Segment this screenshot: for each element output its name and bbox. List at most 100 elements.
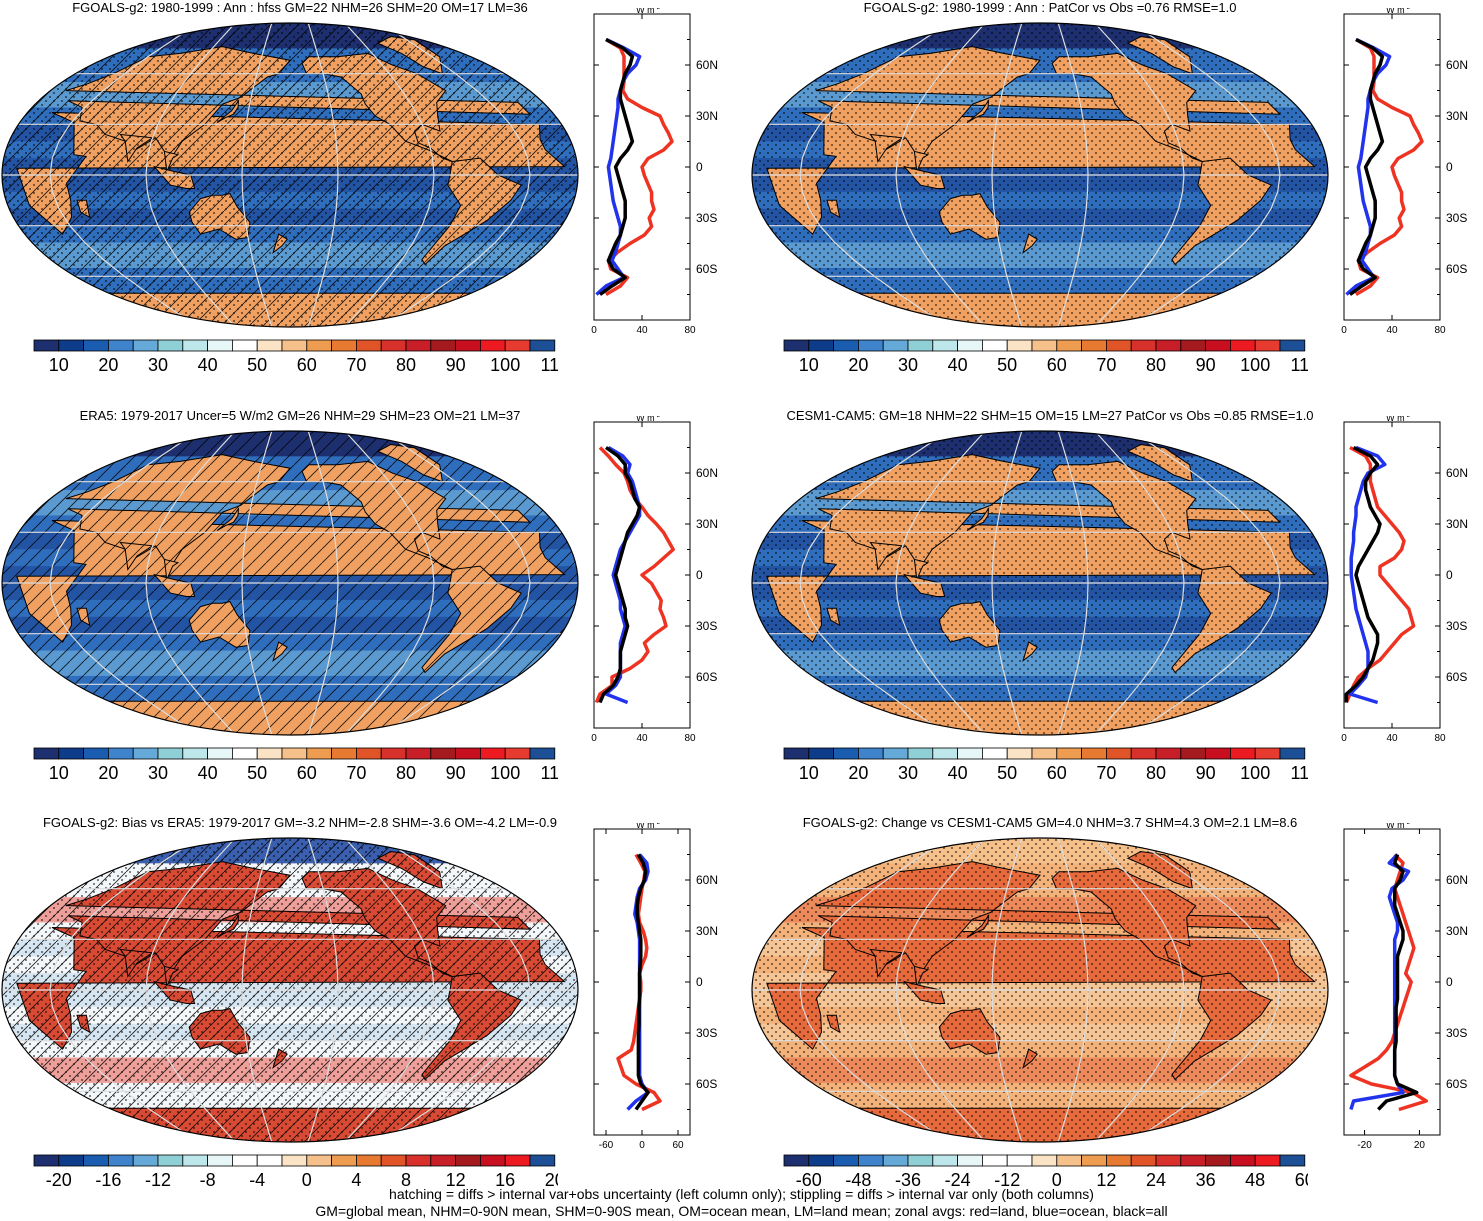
colorbar: -20 -16 -12 -8 -4 0 4 8 12 16 20	[33, 1154, 558, 1190]
zonal-xlabel: 0	[591, 325, 597, 336]
zonal-xlabel: 80	[1434, 733, 1446, 744]
colorbar-box	[331, 747, 357, 760]
zonal-xlabel: 20	[1414, 1140, 1426, 1151]
colorbar-box	[207, 339, 233, 352]
colorbar-box	[157, 747, 184, 760]
colorbar-box	[108, 1154, 134, 1167]
colorbar-label: 30	[148, 763, 168, 783]
colorbar: -60 -48 -36 -24 -12 0 12 24 36 48 60	[783, 1154, 1308, 1190]
colorbar-label: 100	[1240, 763, 1270, 783]
map-plot	[751, 837, 1329, 1143]
colorbar-label: -20	[46, 1170, 72, 1190]
map-border	[1, 430, 579, 736]
colorbar-box	[33, 1154, 60, 1167]
colorbar-box	[132, 1154, 159, 1167]
colorbar-box	[1205, 1154, 1231, 1167]
colorbar-label: 12	[1096, 1170, 1116, 1190]
map-plot	[1, 837, 579, 1143]
zonal-ylabel: 30S	[696, 211, 717, 225]
colorbar-box	[1254, 339, 1281, 352]
colorbar-box	[455, 1154, 481, 1167]
colorbar-box	[858, 1154, 884, 1167]
colorbar-box	[1130, 1154, 1157, 1167]
zonal-ylabel: 60S	[1446, 670, 1467, 684]
colorbar-label: -4	[249, 1170, 265, 1190]
zonal-ylabel: 30N	[1446, 924, 1468, 938]
colorbar-box	[907, 1154, 934, 1167]
colorbar-label: 80	[1146, 355, 1166, 375]
stippling-overlay	[2, 23, 578, 327]
stippling-overlay	[752, 23, 1328, 327]
graticule-meridian	[241, 23, 273, 327]
colorbar-label: 90	[446, 763, 466, 783]
zonal-line-all	[1348, 37, 1385, 296]
colorbar-box	[157, 1154, 184, 1167]
panel-title: CESM1-CAM5: GM=18 NHM=22 SHM=15 OM=15 LM…	[786, 408, 1314, 423]
zonal-line-land	[594, 446, 675, 704]
colorbar-label: 100	[490, 355, 520, 375]
zonal-ylabel: 60S	[696, 670, 717, 684]
graticule-meridian	[1057, 838, 1089, 1142]
colorbar-label: -48	[845, 1170, 871, 1190]
zonal-unit: W m-2	[1386, 416, 1410, 423]
graticule-meridian	[1130, 23, 1281, 327]
colorbar-label: 70	[346, 763, 366, 783]
colorbar-box	[331, 339, 357, 352]
colorbar: 10 20 30 40 50 60 70 80 90 100 110	[783, 339, 1308, 375]
colorbar-box	[355, 339, 382, 352]
colorbar-box	[83, 1154, 109, 1167]
colorbar-box	[957, 339, 983, 352]
zonal-ylabel: 60S	[1446, 262, 1467, 276]
map-plot	[1, 22, 579, 328]
colorbar-label: -36	[895, 1170, 921, 1190]
colorbar-box	[207, 747, 233, 760]
colorbar-box	[932, 747, 959, 760]
zonal-ylabel: 60S	[1446, 1077, 1467, 1091]
zonal-frame	[1343, 828, 1441, 1136]
zonal-unit-exp: -2	[655, 416, 661, 419]
panel-p2: FGOALS-g2: 1980-1999 : Ann : PatCor vs O…	[750, 0, 1483, 402]
colorbar-label: 10	[49, 763, 69, 783]
zonal-ylabel: 60N	[696, 58, 718, 72]
zonal-ylabel: 60N	[1446, 58, 1468, 72]
zonal-unit-exp: -2	[655, 823, 661, 826]
colorbar-box	[1205, 339, 1231, 352]
colorbar-box	[1180, 747, 1206, 760]
colorbar-box	[58, 1154, 84, 1167]
hatching-overlay	[2, 431, 578, 735]
colorbar-label: 40	[948, 355, 968, 375]
graticule-meridian	[49, 23, 200, 327]
panel-title: ERA5: 1979-2017 Uncer=5 W/m2 GM=26 NHM=2…	[79, 408, 521, 423]
colorbar-box	[981, 747, 1008, 760]
zonal-ylabel: 0	[1446, 568, 1453, 582]
colorbar-label: 80	[396, 355, 416, 375]
colorbar-label: 20	[848, 355, 868, 375]
colorbar-box	[83, 747, 109, 760]
colorbar-label: 70	[1096, 355, 1116, 375]
colorbar-label: 110	[540, 355, 558, 375]
zonal-ylabel: 30S	[696, 619, 717, 633]
colorbar: 10 20 30 40 50 60 70 80 90 100 110	[33, 339, 558, 375]
colorbar-label: 30	[148, 355, 168, 375]
colorbar-box	[430, 747, 456, 760]
colorbar-box	[1056, 747, 1082, 760]
zonal-xlabel: 80	[684, 325, 696, 336]
map-plot	[751, 430, 1329, 736]
colorbar-box	[504, 1154, 531, 1167]
graticule-meridian	[895, 23, 986, 327]
colorbar-box	[808, 747, 834, 760]
colorbar-box	[1155, 747, 1182, 760]
zonal-ylabel: 60N	[696, 873, 718, 887]
colorbar-box	[1081, 747, 1107, 760]
zonal-line-ocean	[1348, 445, 1387, 705]
colorbar-box	[808, 339, 834, 352]
stippling-overlay	[752, 431, 1328, 735]
colorbar-box	[33, 747, 60, 760]
panel-p4: CESM1-CAM5: GM=18 NHM=22 SHM=15 OM=15 LM…	[750, 408, 1483, 810]
colorbar: 10 20 30 40 50 60 70 80 90 100 110	[783, 747, 1308, 783]
zonal-ylabel: 0	[696, 568, 703, 582]
colorbar-label: 60	[297, 763, 317, 783]
panel-title: FGOALS-g2: Bias vs ERA5: 1979-2017 GM=-3…	[42, 815, 558, 830]
colorbar-box	[132, 747, 159, 760]
graticule-meridian	[145, 431, 236, 735]
